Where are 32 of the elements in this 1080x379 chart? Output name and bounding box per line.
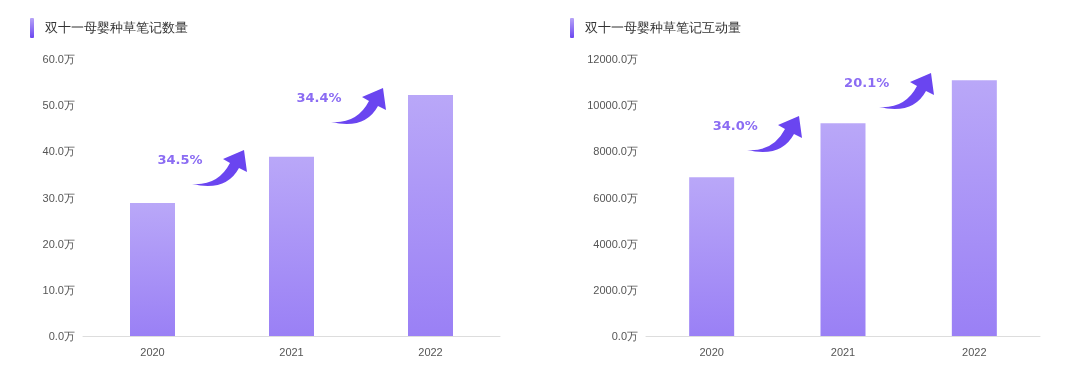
y-tick-label: 6000.0万 — [593, 191, 638, 204]
y-tick-label: 30.0万 — [42, 191, 75, 204]
y-tick-label: 12000.0万 — [587, 53, 638, 65]
y-tick-label: 20.0万 — [42, 237, 75, 250]
y-tick-label: 50.0万 — [42, 99, 75, 112]
chart-title: 双十一母婴种草笔记数量 — [45, 19, 188, 37]
bar — [820, 123, 866, 336]
annotation: 34.5% — [157, 151, 203, 167]
x-tick-label: 2021 — [279, 345, 304, 358]
y-tick-label: 60.0万 — [42, 53, 75, 65]
y-tick-label: 8000.0万 — [593, 145, 638, 158]
y-tick-label: 2000.0万 — [593, 283, 638, 296]
y-tick-label: 10000.0万 — [587, 99, 638, 112]
bar — [408, 95, 453, 336]
y-tick-label: 4000.0万 — [593, 237, 638, 250]
x-tick-label: 2020 — [140, 345, 165, 358]
x-tick-label: 2021 — [830, 345, 856, 358]
bar — [689, 177, 735, 336]
annotation: 34.4% — [296, 89, 342, 105]
x-tick-label: 2020 — [699, 345, 724, 358]
bar — [130, 203, 175, 336]
y-tick-label: 10.0万 — [42, 283, 75, 296]
annotation: 34.0% — [712, 117, 758, 133]
bar — [269, 156, 314, 336]
y-tick-label: 40.0万 — [42, 145, 75, 158]
bar — [951, 80, 997, 336]
x-tick-label: 2022 — [962, 345, 987, 358]
chart-title: 双十一母婴种草笔记互动量 — [585, 19, 741, 37]
x-tick-label: 2022 — [418, 345, 443, 358]
annotation: 20.1% — [844, 74, 890, 90]
y-tick-label: 0.0万 — [611, 330, 638, 342]
y-tick-label: 0.0万 — [48, 330, 75, 342]
